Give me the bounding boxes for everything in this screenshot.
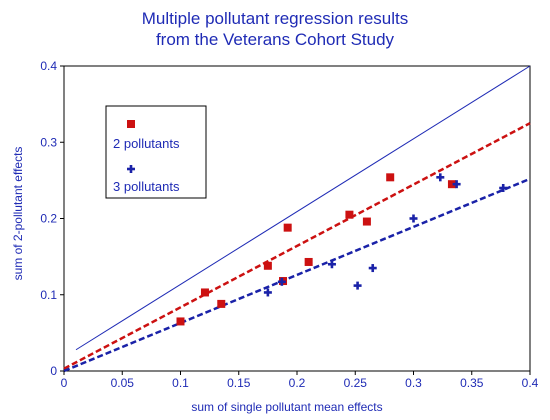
data-point-s1-7 <box>304 257 313 266</box>
data-point-s2-9 <box>499 184 508 192</box>
data-point-s2-7-v <box>438 173 442 182</box>
x-tick-label: 0 <box>61 376 68 390</box>
x-tick-label: 0.05 <box>111 376 135 390</box>
y-tick-label: 0.4 <box>40 59 57 73</box>
data-point-s2-6-v <box>412 214 415 223</box>
x-tick-label: 0.1 <box>172 376 189 390</box>
data-point-s1-8 <box>345 210 354 219</box>
x-tick-label: 0.25 <box>344 376 368 390</box>
x-tick-label: 0.4 <box>522 376 539 390</box>
y-axis-label: sum of 2-pollutant effects <box>11 147 25 281</box>
data-point-s2-3 <box>327 260 336 269</box>
data-point-s2-1 <box>263 288 272 297</box>
legend-box <box>105 105 207 199</box>
x-tick-label: 0.2 <box>289 376 306 390</box>
y-tick-label: 0 <box>50 364 57 378</box>
y-tick-label: 0.2 <box>40 212 57 226</box>
data-point-s1-6 <box>283 223 292 232</box>
legend-marker-3-pollutants-v <box>129 165 133 173</box>
data-point-s1-10 <box>386 173 395 182</box>
legend-marker-3-pollutants <box>127 165 135 173</box>
data-point-s2-9-v <box>501 184 505 192</box>
y-tick-label: 0.3 <box>40 135 57 149</box>
lines-layer <box>63 65 531 373</box>
x-tick-label: 0.3 <box>405 376 422 390</box>
points-layer <box>176 173 508 326</box>
data-point-s2-1-v <box>266 288 270 297</box>
data-point-s2-7 <box>436 173 445 182</box>
fit-line-series-2 <box>63 177 531 373</box>
chart-title-line-1: Multiple pollutant regression results <box>141 9 409 28</box>
x-tick-label: 0.35 <box>460 376 484 390</box>
data-point-s2-2-v <box>280 277 284 286</box>
x-tick-label: 0.15 <box>227 376 251 390</box>
data-point-s1-3 <box>217 299 226 308</box>
data-point-s2-6 <box>409 214 418 223</box>
chart-title-line-2: from the Veterans Cohort Study <box>155 30 395 49</box>
data-point-s2-4 <box>353 281 362 290</box>
data-point-s2-8-v <box>455 180 458 189</box>
data-point-s1-2 <box>200 288 209 297</box>
data-point-s1-1 <box>176 317 185 326</box>
legend-label-3-pollutants: 3 pollutants <box>113 179 180 194</box>
legend-label-2-pollutants: 2 pollutants <box>113 136 180 151</box>
data-point-s1-9 <box>362 217 371 226</box>
data-point-s2-4-v <box>356 281 359 290</box>
fit-line-series-1 <box>63 122 531 370</box>
legend-marker-2-pollutants <box>127 120 135 128</box>
chart-title: Multiple pollutant regression results fr… <box>0 8 550 50</box>
data-point-s2-3-v <box>330 260 334 269</box>
data-point-s2-8 <box>452 180 461 189</box>
data-point-s2-5 <box>368 264 377 273</box>
data-point-s1-11 <box>447 180 456 189</box>
ticks-layer: 0 0.05 0.1 0.15 0.2 0.25 0.3 0.35 0.4 0 0.1 0.2 0.3 0… <box>40 59 538 390</box>
legend: 2 pollutants 3 pollutants <box>105 105 207 199</box>
data-point-s2-2 <box>277 277 286 286</box>
reference-line <box>75 65 531 351</box>
x-axis-label: sum of single pollutant mean effects <box>191 400 382 414</box>
data-point-s1-4 <box>263 261 272 270</box>
data-point-s2-5-v <box>371 264 375 273</box>
y-tick-label: 0.1 <box>40 288 57 302</box>
